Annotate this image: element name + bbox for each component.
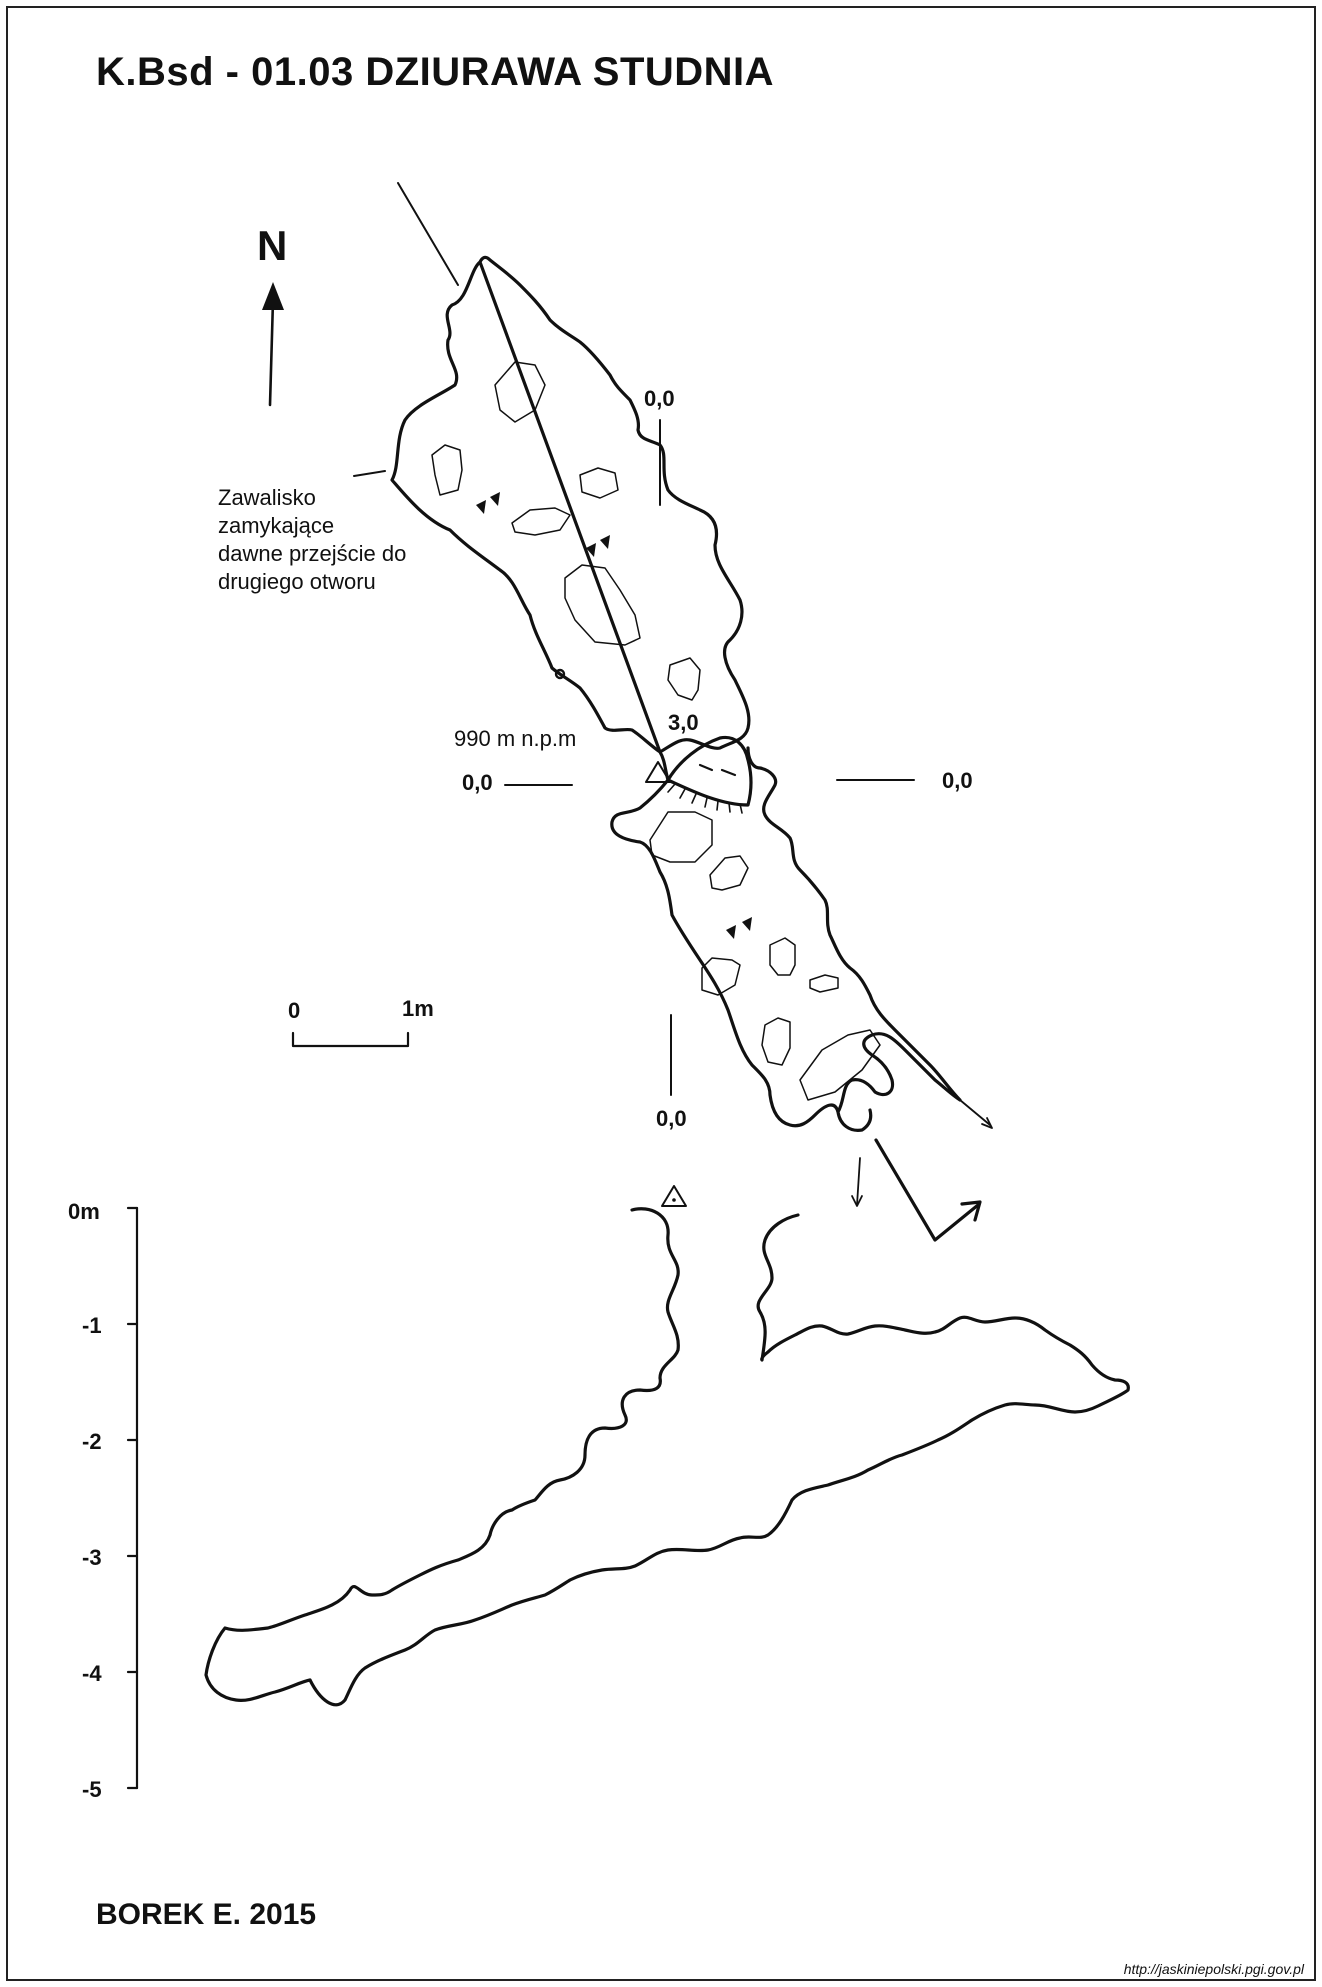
rubble-marker: [490, 492, 500, 506]
elevation-label: 990 m n.p.m: [454, 726, 577, 751]
page-frame: [6, 6, 1316, 1981]
section-mark-left: 0,0: [462, 770, 493, 795]
survey-title: K.Bsd - 01.03 DZIURAWA STUDNIA: [96, 50, 775, 94]
entrance-line: [397, 182, 459, 286]
boulder: [431, 444, 463, 496]
pit-depth-label: 3,0: [668, 710, 699, 735]
pit-depth-tick: [698, 763, 714, 772]
rubble-markers: [476, 492, 752, 939]
scale-bar-end: 1m: [402, 996, 434, 1021]
boulder: [799, 1029, 881, 1101]
scale-bar: [291, 1031, 410, 1048]
boulders: [431, 361, 881, 1101]
plan-upper-outline: [390, 255, 751, 782]
plan-small-hole: [554, 668, 566, 680]
boulder: [769, 937, 796, 976]
north-arrow-shaft: [268, 298, 275, 407]
section-mark-top: 0,0: [644, 386, 675, 411]
boulder: [511, 507, 571, 536]
rubble-marker: [600, 535, 610, 549]
boulder: [494, 361, 546, 423]
exit-arrow-small: [959, 1099, 991, 1126]
boulder: [649, 811, 713, 863]
exit-arrow-bent: [874, 1138, 980, 1242]
depth-scale-axis: [126, 1206, 139, 1790]
note-leader-line: [353, 470, 386, 477]
boulder: [761, 1017, 791, 1066]
source-url[interactable]: http://jaskiniepolski.pgi.gov.pl: [1123, 1961, 1304, 1977]
boulder: [809, 974, 839, 993]
author-credit: BOREK E. 2015: [96, 1898, 317, 1931]
depth-tick-5: -5: [82, 1777, 102, 1802]
depth-tick-2: -2: [82, 1429, 102, 1454]
plan-lower-outline: [610, 746, 962, 1132]
north-arrow-head: [262, 282, 284, 310]
boulder: [579, 467, 619, 499]
boulder: [709, 855, 749, 891]
profile-left-wall: [204, 1207, 680, 1702]
exit-arrow-down: [856, 1157, 861, 1206]
rubble-marker: [726, 925, 736, 939]
rubble-marker: [586, 543, 596, 557]
pit-cross-section: [666, 735, 753, 807]
survey-station-plan: [645, 761, 671, 783]
rubble-marker: [742, 917, 752, 931]
section-mark-right: 0,0: [942, 768, 973, 793]
north-label: N: [257, 222, 288, 269]
boulder: [667, 657, 701, 701]
note-line: zamykające: [218, 513, 335, 538]
note-line: Zawalisko: [218, 485, 316, 510]
depth-tick-4: -4: [82, 1661, 102, 1686]
depth-tick-0: 0m: [68, 1199, 100, 1224]
pit-depth-tick: [720, 768, 737, 777]
note-line: dawne przejście do: [218, 541, 407, 566]
survey-station-profile: [661, 1185, 687, 1207]
boulder: [701, 957, 741, 996]
pit-hatching: [667, 783, 743, 814]
profile-right-wall: [308, 1213, 1130, 1707]
rubble-marker: [476, 500, 486, 514]
boulder: [564, 564, 641, 646]
section-mark-bottom: 0,0: [656, 1106, 687, 1131]
depth-tick-3: -3: [82, 1545, 102, 1570]
collapse-note: Zawalisko zamykające dawne przejście do …: [218, 484, 458, 596]
scale-bar-start: 0: [288, 998, 301, 1023]
depth-tick-1: -1: [82, 1313, 102, 1338]
note-line: drugiego otworu: [218, 569, 376, 594]
